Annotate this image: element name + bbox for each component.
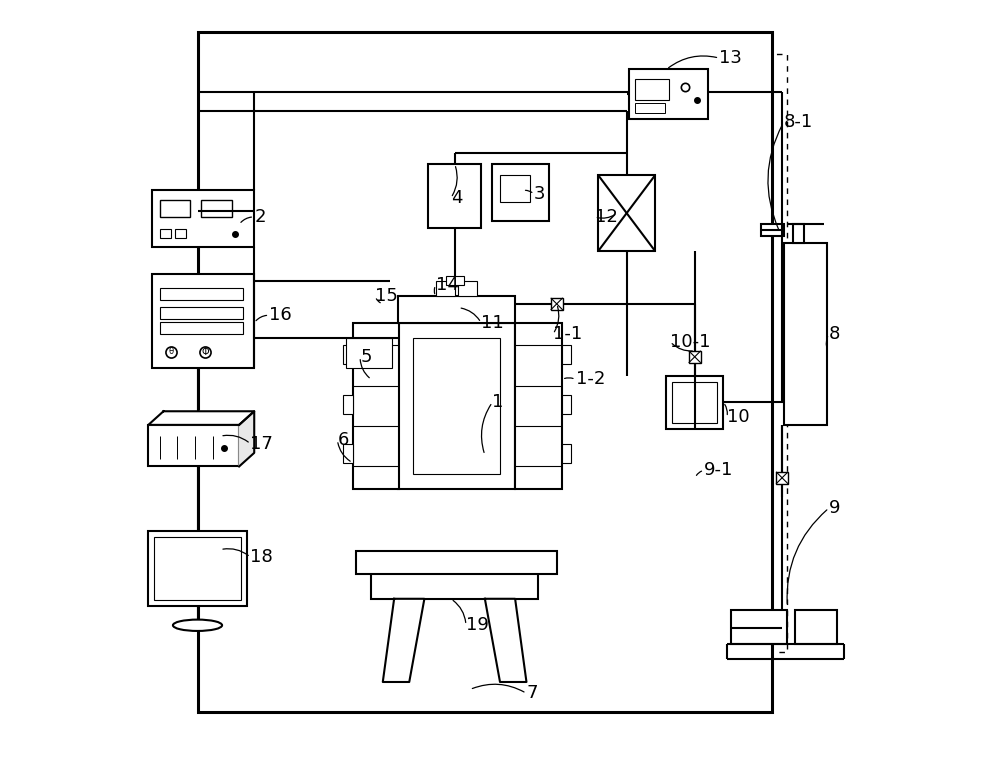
FancyBboxPatch shape — [776, 472, 788, 483]
Text: 17: 17 — [250, 435, 273, 453]
Text: 1: 1 — [492, 393, 504, 411]
Text: 8-1: 8-1 — [784, 113, 813, 131]
Ellipse shape — [173, 619, 222, 631]
FancyBboxPatch shape — [175, 229, 186, 238]
FancyBboxPatch shape — [793, 225, 804, 244]
FancyBboxPatch shape — [160, 229, 171, 238]
Text: 1-2: 1-2 — [576, 370, 605, 389]
Polygon shape — [239, 411, 254, 467]
FancyBboxPatch shape — [689, 351, 701, 363]
Polygon shape — [485, 599, 526, 682]
FancyBboxPatch shape — [398, 296, 515, 323]
FancyBboxPatch shape — [551, 298, 563, 310]
FancyBboxPatch shape — [666, 376, 723, 429]
Text: 5: 5 — [360, 348, 372, 366]
FancyBboxPatch shape — [343, 345, 353, 364]
FancyBboxPatch shape — [160, 200, 190, 217]
Polygon shape — [148, 411, 254, 425]
FancyBboxPatch shape — [346, 338, 392, 368]
FancyBboxPatch shape — [672, 382, 717, 423]
FancyBboxPatch shape — [500, 175, 530, 202]
Text: 18: 18 — [250, 548, 273, 566]
Text: 3: 3 — [534, 185, 546, 203]
FancyBboxPatch shape — [356, 551, 557, 574]
Text: 9-1: 9-1 — [704, 461, 734, 479]
Text: 16: 16 — [269, 306, 292, 324]
Text: θ: θ — [168, 347, 174, 356]
FancyBboxPatch shape — [515, 323, 562, 489]
Text: 7: 7 — [526, 685, 538, 702]
Text: 11: 11 — [481, 313, 504, 332]
FancyBboxPatch shape — [795, 610, 837, 644]
FancyBboxPatch shape — [562, 444, 571, 463]
FancyBboxPatch shape — [413, 338, 500, 474]
FancyBboxPatch shape — [731, 610, 787, 644]
Text: 10: 10 — [727, 408, 749, 427]
FancyBboxPatch shape — [398, 323, 515, 489]
Polygon shape — [383, 599, 424, 682]
Text: 15: 15 — [375, 288, 398, 305]
FancyBboxPatch shape — [598, 175, 655, 251]
Text: 12: 12 — [595, 208, 617, 226]
Text: 2: 2 — [254, 208, 266, 226]
FancyBboxPatch shape — [353, 323, 399, 489]
Text: 8: 8 — [829, 325, 840, 343]
FancyBboxPatch shape — [148, 531, 247, 606]
Text: 4: 4 — [451, 189, 462, 207]
FancyBboxPatch shape — [160, 322, 243, 334]
FancyBboxPatch shape — [148, 425, 239, 467]
FancyBboxPatch shape — [492, 164, 549, 221]
FancyBboxPatch shape — [428, 164, 481, 228]
FancyBboxPatch shape — [635, 103, 665, 112]
FancyBboxPatch shape — [784, 244, 827, 425]
FancyBboxPatch shape — [160, 307, 243, 319]
FancyBboxPatch shape — [371, 572, 538, 599]
Text: 13: 13 — [719, 49, 742, 67]
Text: 19: 19 — [466, 616, 489, 635]
FancyBboxPatch shape — [152, 274, 254, 368]
Text: 6: 6 — [337, 431, 349, 449]
Text: 9: 9 — [829, 499, 840, 517]
FancyBboxPatch shape — [160, 288, 243, 300]
FancyBboxPatch shape — [343, 395, 353, 414]
FancyBboxPatch shape — [152, 191, 254, 247]
Text: 1-1: 1-1 — [553, 325, 582, 343]
Text: 14: 14 — [436, 276, 459, 294]
FancyBboxPatch shape — [635, 78, 669, 99]
FancyBboxPatch shape — [201, 200, 232, 217]
FancyBboxPatch shape — [446, 276, 464, 285]
FancyBboxPatch shape — [436, 281, 455, 296]
FancyBboxPatch shape — [343, 444, 353, 463]
FancyBboxPatch shape — [629, 70, 708, 118]
FancyBboxPatch shape — [458, 281, 477, 296]
Text: Φ: Φ — [201, 347, 209, 357]
FancyBboxPatch shape — [154, 537, 241, 600]
FancyBboxPatch shape — [562, 345, 571, 364]
FancyBboxPatch shape — [562, 395, 571, 414]
FancyBboxPatch shape — [198, 32, 772, 712]
FancyBboxPatch shape — [761, 225, 784, 236]
Text: 10-1: 10-1 — [670, 332, 711, 351]
